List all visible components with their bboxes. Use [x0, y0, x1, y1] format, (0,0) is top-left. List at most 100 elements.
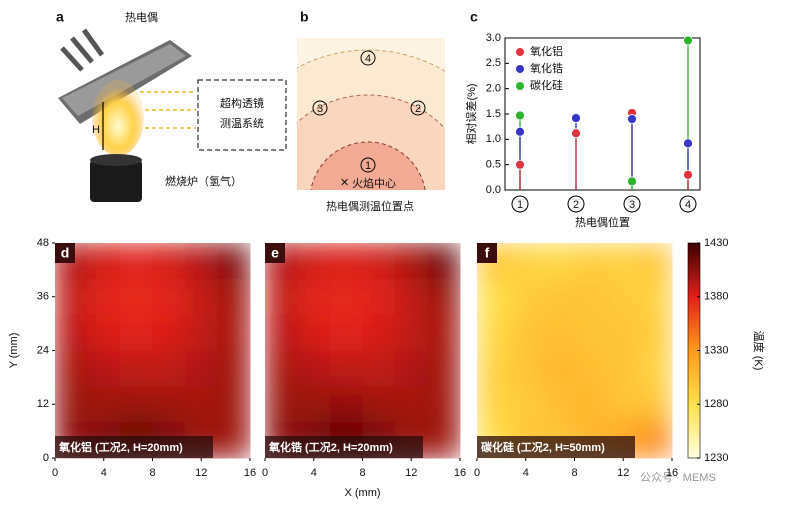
heatmap-cell [330, 350, 363, 387]
x-tick-label: 8 [149, 467, 155, 479]
marker [683, 138, 693, 149]
light-arrows [140, 91, 196, 129]
heatmap-cell [120, 386, 153, 423]
legend-marker [515, 81, 525, 91]
panel-label: e [271, 245, 279, 261]
marker [515, 159, 525, 170]
heatmap-cell [87, 350, 121, 387]
watermark: 公众号 · MEMS [640, 471, 716, 484]
heatmap-cell [607, 314, 640, 351]
panel-label: b [300, 9, 309, 25]
position-label: 1 [365, 160, 371, 172]
heatmap-cell [185, 278, 218, 316]
panel-label-box [265, 243, 285, 263]
marker [627, 176, 637, 187]
colorbar-tick-label: 1330 [704, 344, 728, 356]
heatmap-cell [87, 243, 121, 280]
heatmap-cell [477, 278, 510, 316]
x-tick-label: 8 [571, 467, 577, 479]
heatmap-cell [542, 243, 575, 280]
heatmap-cell [639, 350, 673, 387]
thermocouple-rods [60, 28, 105, 72]
x-tick-label: 16 [454, 467, 466, 479]
legend-marker [515, 64, 525, 74]
legend-label: 氧化铝 [530, 44, 563, 58]
heatmap-cell [217, 243, 251, 280]
heatmap-cells [265, 243, 461, 459]
x-tick-circle [511, 195, 529, 213]
heatmap-cell [55, 278, 88, 316]
heatmap-cell [185, 314, 218, 351]
y-axis-label: Y (mm) [8, 333, 20, 369]
heatmap-cell [87, 314, 121, 351]
y-tick-label: 2.0 [486, 83, 501, 95]
heatmap-cell [297, 386, 331, 423]
heatmap-cell [477, 314, 510, 351]
heatmap-cell [265, 314, 298, 351]
heatmap-cell [297, 314, 331, 351]
heatmap-cell [395, 278, 428, 316]
x-tick-label: 3 [629, 199, 635, 211]
caption-box [265, 436, 423, 458]
caption: 氧化铝 (工况2, H=20mm) [58, 440, 183, 454]
legend-marker [515, 47, 525, 57]
colorbar-tick-label: 1430 [704, 237, 728, 249]
heatmap-cell [185, 350, 218, 387]
heatmap-cell [217, 386, 251, 423]
panel-label-box [477, 243, 497, 263]
heatmap-cell [330, 278, 363, 316]
heatmap-cell [362, 314, 396, 351]
x-tick-label: 12 [195, 467, 207, 479]
colorbar-tick-label: 1280 [704, 398, 728, 410]
position-circle [312, 100, 328, 116]
heatmap-cells [477, 243, 673, 459]
heatmap-cell [427, 314, 461, 351]
heatmap-cell [427, 243, 461, 280]
x-tick-label: 12 [405, 467, 417, 479]
flame-center-mark: ✕ [340, 177, 349, 189]
thermocouple-label: 热电偶 [125, 11, 158, 24]
heatmap-cell [542, 350, 575, 387]
heatmap-cell [120, 243, 153, 280]
heatmap-cell [395, 243, 428, 280]
panel-label-box [55, 243, 75, 263]
panel-label: c [470, 9, 478, 25]
burner [90, 160, 142, 202]
heatmap-cell [362, 386, 396, 423]
heatmap-cell [265, 350, 298, 387]
caption-box [477, 436, 635, 458]
heatmap-cell [395, 314, 428, 351]
y-tick-label: 36 [37, 291, 49, 303]
heatmap-cell [427, 386, 461, 423]
x-tick-label: 0 [262, 467, 268, 479]
y-tick-label: 2.5 [486, 57, 501, 69]
plate-face [62, 44, 186, 116]
burner-top [90, 154, 142, 166]
heatmap-cell [542, 314, 575, 351]
heatmap-cell [607, 243, 640, 280]
x-axis-label: X (mm) [344, 487, 380, 499]
heatmap-cell [574, 278, 608, 316]
heatmap-cell [152, 386, 186, 423]
caption: 热电偶测温位置点 [326, 199, 414, 213]
heatmap-cell [607, 350, 640, 387]
heatmap-cell [297, 278, 331, 316]
x-tick-circle [623, 195, 641, 213]
heatmap-cell [362, 350, 396, 387]
caption: 碳化硅 (工况2, H=50mm) [481, 440, 605, 454]
heatmap-cell [217, 314, 251, 351]
y-tick-label: 0.0 [486, 184, 501, 196]
legend-label: 碳化硅 [530, 78, 563, 92]
x-tick-label: 2 [573, 199, 579, 211]
x-tick-label: 4 [101, 467, 107, 479]
marker [571, 128, 581, 139]
heatmap-cell [330, 386, 363, 423]
heatmap-cell [574, 314, 608, 351]
heatmap-cell [120, 314, 153, 351]
heatmap-cell [265, 386, 298, 423]
x-tick-label: 0 [474, 467, 480, 479]
heatmap-cell [395, 386, 428, 423]
panel-label: a [56, 9, 64, 25]
heatmap-cell [297, 350, 331, 387]
heatmap-cell [574, 350, 608, 387]
